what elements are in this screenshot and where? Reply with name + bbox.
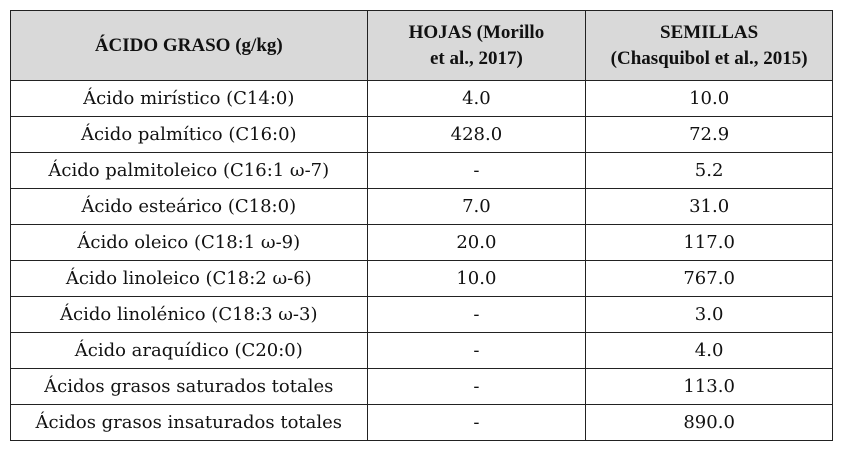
cell-semillas-value: 31.0 (585, 188, 833, 225)
fatty-acid-table: ÁCIDO GRASO (g/kg) HOJAS (Morillo et al.… (10, 10, 833, 441)
cell-fatty-acid: Ácidos grasos saturados totales (10, 368, 368, 405)
header-fatty-acid: ÁCIDO GRASO (g/kg) (10, 10, 368, 81)
table-row: Ácido araquídico (C20:0) -4.0 (10, 332, 833, 369)
table-row: Ácidos grasos insaturados totales -890.0 (10, 404, 833, 441)
table-row: Ácido palmitoleico (C16:1 ω-7) -5.2 (10, 152, 833, 189)
table-row: Ácido linolénico (C18:3 ω-3) -3.0 (10, 296, 833, 333)
cell-fatty-acid: Ácidos grasos insaturados totales (10, 404, 368, 441)
cell-hojas-value: - (366, 296, 587, 333)
header-hojas-line2: et al., 2017) (429, 47, 523, 69)
cell-hojas-value: - (366, 152, 587, 189)
header-semillas-line2: (Chasquibol et al., 2015) (610, 47, 808, 69)
cell-hojas-value: - (366, 368, 587, 405)
cell-semillas-value: 10.0 (585, 80, 833, 117)
header-row: ÁCIDO GRASO (g/kg) HOJAS (Morillo et al.… (10, 10, 833, 81)
cell-fatty-acid: Ácido araquídico (C20:0) (10, 332, 368, 369)
cell-semillas-value: 3.0 (585, 296, 833, 333)
header-hojas: HOJAS (Morillo et al., 2017) (366, 10, 587, 81)
cell-hojas-value: 428.0 (366, 116, 587, 153)
cell-fatty-acid: Ácido linolénico (C18:3 ω-3) (10, 296, 368, 333)
table-row: Ácido linoleico (C18:2 ω-6) 10.0 767.0 (10, 260, 833, 297)
cell-fatty-acid: Ácido linoleico (C18:2 ω-6) (10, 260, 368, 297)
table-row: Ácidos grasos saturados totales -113.0 (10, 368, 833, 405)
table-row: Ácido palmítico (C16:0) 428.0 72.9 (10, 116, 833, 153)
cell-semillas-value: 890.0 (585, 404, 833, 441)
cell-semillas-value: 767.0 (585, 260, 833, 297)
cell-fatty-acid: Ácido mirístico (C14:0) (10, 80, 368, 117)
cell-fatty-acid: Ácido oleico (C18:1 ω-9) (10, 224, 368, 261)
cell-semillas-value: 5.2 (585, 152, 833, 189)
cell-semillas-value: 72.9 (585, 116, 833, 153)
cell-semillas-value: 117.0 (585, 224, 833, 261)
cell-semillas-value: 113.0 (585, 368, 833, 405)
table-row: Ácido mirístico (C14:0) 4.0 10.0 (10, 80, 833, 117)
cell-hojas-value: 4.0 (366, 80, 587, 117)
table-row: Ácido oleico (C18:1 ω-9) 20.0 117.0 (10, 224, 833, 261)
cell-fatty-acid: Ácido esteárico (C18:0) (10, 188, 368, 225)
cell-hojas-value: - (366, 332, 587, 369)
cell-hojas-value: 20.0 (366, 224, 587, 261)
table-body: Ácido mirístico (C14:0) 4.0 10.0 Ácido palm… (10, 80, 833, 441)
cell-semillas-value: 4.0 (585, 332, 833, 369)
table-row: Ácido esteárico (C18:0) 7.0 31.0 (10, 188, 833, 225)
cell-fatty-acid: Ácido palmítico (C16:0) (10, 116, 368, 153)
cell-fatty-acid: Ácido palmitoleico (C16:1 ω-7) (10, 152, 368, 189)
table-header: ÁCIDO GRASO (g/kg) HOJAS (Morillo et al.… (10, 10, 833, 81)
cell-hojas-value: 7.0 (366, 188, 587, 225)
header-semillas: SEMILLAS (Chasquibol et al., 2015) (585, 10, 833, 81)
header-hojas-line1: HOJAS (Morillo (408, 21, 545, 43)
cell-hojas-value: - (366, 404, 587, 441)
cell-hojas-value: 10.0 (366, 260, 587, 297)
header-semillas-line1: SEMILLAS (660, 21, 759, 43)
